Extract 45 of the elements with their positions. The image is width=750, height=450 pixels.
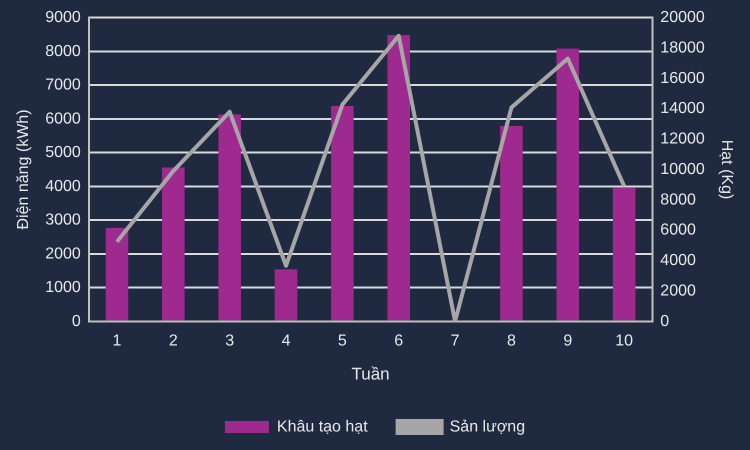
y2-tick-label: 20000	[660, 9, 705, 26]
y2-tick-label: 6000	[660, 222, 696, 239]
legend-label: Khâu tạo hạt	[276, 418, 368, 436]
x-tick-label: 2	[168, 332, 178, 350]
y2-tick-label: 2000	[660, 282, 696, 300]
bar	[274, 269, 298, 320]
y2-tick-label: 16000	[660, 70, 705, 87]
y-tick-label: 9000	[45, 9, 81, 26]
bar	[612, 187, 636, 320]
bar	[331, 106, 354, 320]
y2-tick-label: 4000	[660, 252, 696, 270]
y2-tick-label: 10000	[660, 160, 705, 178]
y-tick-label: 7000	[45, 76, 81, 94]
x-tick-label: 1	[112, 332, 122, 350]
bar	[387, 35, 410, 320]
bar	[218, 114, 241, 320]
y-axis-title: Điện năng (kWh)	[15, 109, 32, 230]
x-tick-label: 3	[225, 332, 234, 350]
y2-tick-label: 8000	[660, 191, 696, 208]
y-tick-label: 3000	[45, 212, 81, 229]
x-tick-label: 5	[338, 332, 347, 350]
x-axis-title: Tuần	[351, 364, 390, 384]
x-tick-label: 9	[563, 332, 572, 350]
x-tick-label: 4	[282, 332, 291, 350]
x-tick-label: 10	[615, 332, 634, 350]
bar	[162, 167, 185, 320]
y-tick-label: 8000	[45, 42, 81, 60]
legend-label: Sản lượng	[450, 418, 526, 436]
y2-tick-label: 14000	[660, 100, 705, 118]
x-tick-label: 8	[506, 332, 516, 350]
bar	[500, 126, 523, 320]
bar	[556, 48, 580, 320]
bar	[106, 228, 128, 320]
y-tick-label: 5000	[45, 144, 81, 162]
y2-tick-label: 0	[660, 312, 670, 330]
y2-axis-title: Hạt (Kg)	[718, 140, 735, 200]
y-tick-label: 6000	[45, 110, 81, 128]
y-tick-label: 2000	[45, 245, 81, 262]
y-tick-label: 4000	[45, 178, 81, 195]
x-tick-label: 6	[394, 332, 404, 350]
y2-tick-label: 18000	[660, 39, 705, 56]
x-tick-label: 7	[450, 332, 460, 350]
y-tick-label: 1000	[45, 279, 81, 296]
y2-tick-label: 12000	[660, 130, 705, 148]
y-tick-label: 0	[72, 312, 81, 330]
